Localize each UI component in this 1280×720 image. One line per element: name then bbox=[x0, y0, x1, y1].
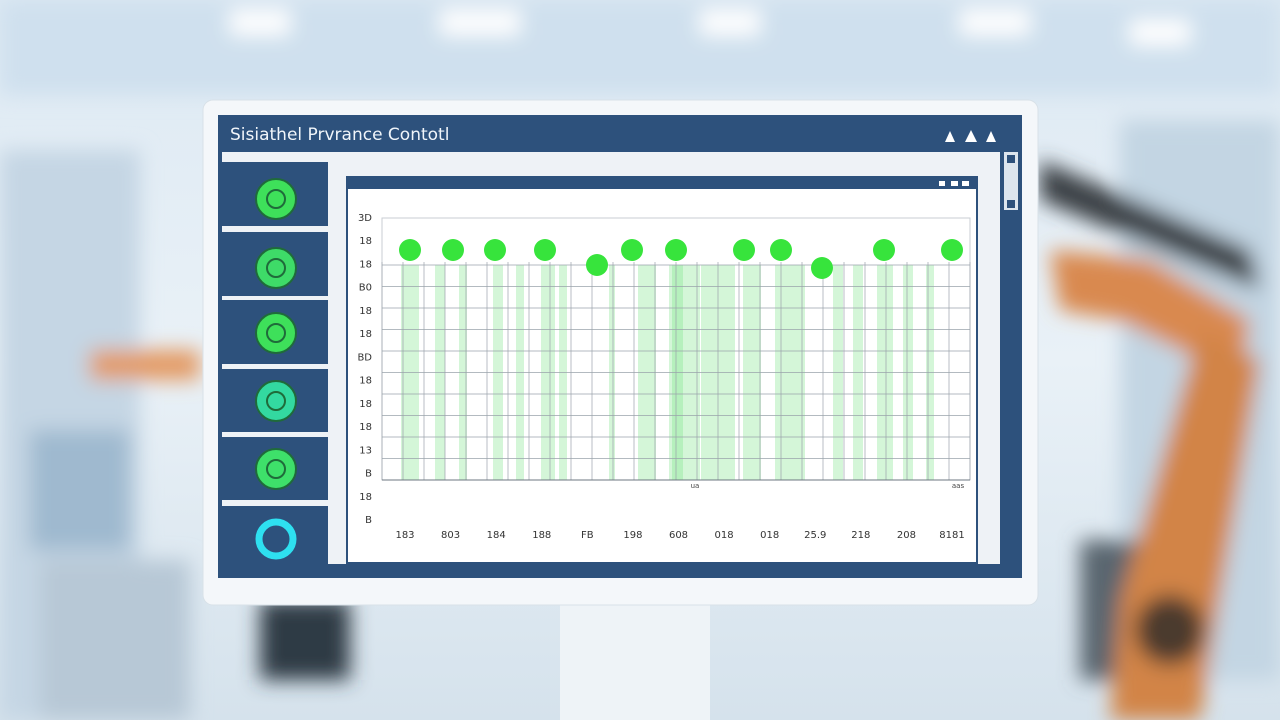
x-label: 208 bbox=[897, 530, 916, 541]
dot bbox=[811, 257, 833, 279]
title-icons bbox=[945, 130, 996, 142]
dot bbox=[399, 239, 421, 261]
y-label: BD bbox=[357, 352, 372, 363]
x-label: 198 bbox=[623, 530, 642, 541]
y-label: 18 bbox=[359, 259, 372, 270]
title-bar bbox=[218, 115, 1022, 152]
y-label: 18 bbox=[359, 492, 372, 503]
sidebar bbox=[220, 162, 328, 570]
y-label: 18 bbox=[359, 399, 372, 410]
x-label: 183 bbox=[395, 530, 414, 541]
y-label: 18 bbox=[359, 306, 372, 317]
x-label: 018 bbox=[715, 530, 734, 541]
sidebar-tile[interactable] bbox=[220, 506, 328, 570]
axis-note: aas bbox=[952, 482, 965, 490]
sidebar-ring bbox=[255, 518, 297, 560]
x-label: FB bbox=[581, 530, 594, 541]
y-label: 3D bbox=[358, 213, 372, 224]
scroll-down[interactable] bbox=[1007, 200, 1015, 208]
chart-panel-bar bbox=[347, 177, 977, 189]
dot bbox=[534, 239, 556, 261]
dot bbox=[621, 239, 643, 261]
scrollbar[interactable] bbox=[1004, 152, 1018, 210]
axis-note: ua bbox=[691, 482, 700, 490]
chart-panel-buttons bbox=[939, 181, 969, 186]
dot bbox=[586, 254, 608, 276]
y-label: 18 bbox=[359, 236, 372, 247]
y-label: B0 bbox=[359, 283, 372, 294]
y-label: B bbox=[365, 469, 372, 480]
y-label: 18 bbox=[359, 376, 372, 387]
y-label: 13 bbox=[359, 445, 372, 456]
x-label: 184 bbox=[487, 530, 506, 541]
dot bbox=[442, 239, 464, 261]
dot bbox=[484, 239, 506, 261]
x-label: 218 bbox=[851, 530, 870, 541]
x-label: 188 bbox=[532, 530, 551, 541]
y-label: 18 bbox=[359, 422, 372, 433]
window-title: Sisiathel Prvrance Contotl bbox=[230, 125, 449, 145]
dot bbox=[941, 239, 963, 261]
sidebar-icons bbox=[255, 178, 297, 490]
dot bbox=[665, 239, 687, 261]
y-label: B bbox=[365, 515, 372, 526]
x-label: 608 bbox=[669, 530, 688, 541]
dot bbox=[733, 239, 755, 261]
x-label: 803 bbox=[441, 530, 460, 541]
dot bbox=[770, 239, 792, 261]
scroll-up[interactable] bbox=[1007, 155, 1015, 163]
y-label: 18 bbox=[359, 329, 372, 340]
x-label: 25.9 bbox=[804, 530, 826, 541]
x-label: 8181 bbox=[939, 530, 964, 541]
x-label: 018 bbox=[760, 530, 779, 541]
dot bbox=[873, 239, 895, 261]
monitor-stand bbox=[560, 600, 710, 720]
plot-area: 3D 18 18 B0 18 18 BD 18 18 18 13 B 18 B 183 803 184 188 FB… bbox=[357, 213, 971, 541]
